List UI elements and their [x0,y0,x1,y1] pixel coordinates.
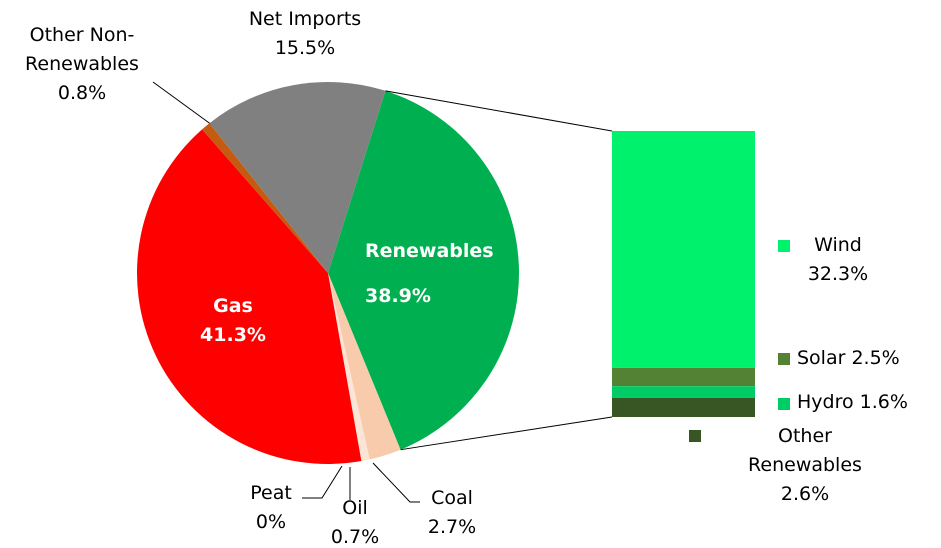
label-text: Peat [250,482,292,504]
label-text: 1.6% [859,391,908,413]
legend-label: Other Renewables 2.6% [735,422,875,509]
label-text: Oil [342,497,368,519]
label-text: Hydro [797,391,854,413]
label-text: 0.7% [330,526,380,548]
label-text: Gas [213,295,253,317]
pie-slice [328,273,401,460]
legend-label: Wind 32.3% [788,231,888,289]
label-text: 2.6% [780,483,830,505]
data-label: Peat 0% [221,479,321,537]
data-label: Renewables 38.9% [365,237,525,311]
label-text: 32.3% [807,263,869,285]
leader-line [372,462,420,503]
label-text: Coal [431,487,473,509]
bar-segment [612,397,755,417]
label-text: 15.5% [274,37,336,59]
label-text: 0% [255,511,287,533]
bar-segment [612,386,755,398]
label-text: 0.8% [57,82,107,104]
connector-line [400,416,613,451]
label-text: Renewables [365,240,494,262]
label-text: Other Non-Renewables [25,24,139,75]
legend-swatch [778,398,790,410]
label-text: 2.5% [851,347,900,369]
label-text: Other Renewables [748,425,862,476]
legend-label: Hydro 1.6% [797,388,908,417]
bar-segment [612,131,755,368]
label-text: Net Imports [248,8,362,30]
leader-line [152,81,213,126]
pie-slice [209,82,386,273]
bar-segment [612,367,755,387]
legend-swatch [778,353,790,365]
connector-line [385,90,613,132]
label-text: 2.7% [427,516,477,538]
label-text: 38.9% [365,285,431,307]
legend-swatch [689,430,701,442]
label-text: Wind [814,234,862,256]
label-text: 41.3% [200,324,266,346]
legend-swatch [778,240,790,252]
pie-slice [328,90,519,450]
data-label: Coal 2.7% [402,484,502,542]
legend-label: Solar 2.5% [797,344,900,373]
label-text: Solar [797,347,846,369]
data-label: Gas 41.3% [163,292,303,350]
data-label: Net Imports 15.5% [230,5,380,63]
pie-slice [328,273,370,462]
data-label: Oil 0.7% [305,494,405,548]
pie-slice [136,129,362,465]
data-label: Other Non-Renewables 0.8% [2,21,162,108]
leader-line [302,465,343,499]
pie-slice [202,123,328,273]
